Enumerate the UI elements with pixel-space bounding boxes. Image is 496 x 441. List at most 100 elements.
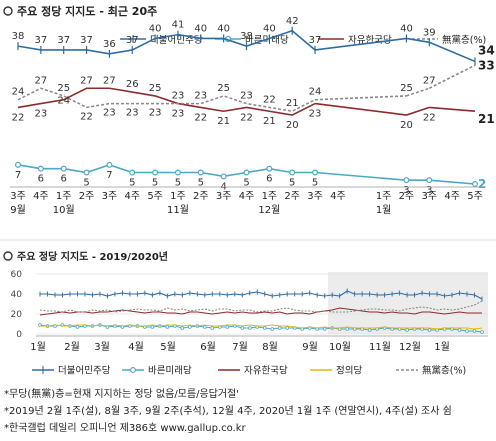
data-point: [403, 177, 410, 184]
series-line-0: [314, 37, 407, 51]
data-point: [427, 328, 432, 332]
data-label: 27: [34, 75, 47, 86]
series-line-0: [406, 37, 430, 44]
data-point: [129, 169, 136, 176]
x-tick-label: 3주: [10, 191, 26, 202]
data-label: 6: [61, 174, 67, 185]
data-label: 5: [312, 178, 318, 189]
data-label: 33: [478, 58, 495, 72]
data-label: 23: [149, 108, 162, 119]
series-line-3: [17, 87, 316, 113]
data-point: [180, 326, 185, 330]
series2-line-3: [40, 324, 483, 330]
legend-label: 無黨층(%): [422, 365, 466, 377]
x-tick-label: 12월: [399, 341, 421, 353]
data-label: 23: [194, 91, 207, 102]
data-label: 37: [80, 35, 93, 46]
legend-label: 無黨층(%): [442, 34, 486, 46]
data-point: [174, 169, 181, 176]
x-tick-label: 4주: [330, 191, 346, 202]
legend-label: 더불어민주당: [150, 35, 203, 46]
series-line-1: [17, 164, 316, 178]
title-bullet-icon: [3, 251, 13, 261]
x-tick-label: 3주: [422, 191, 438, 202]
data-label: 3: [403, 185, 409, 196]
data-label: 20: [286, 120, 299, 131]
x-tick-label: 6월: [200, 341, 216, 353]
data-label: 23: [309, 109, 322, 120]
data-point: [83, 169, 90, 176]
data-label: 24: [12, 87, 25, 98]
data-label: 23: [34, 109, 47, 120]
x-tick-label: 5주: [147, 191, 163, 202]
data-label: 25: [217, 83, 230, 94]
data-label: 37: [309, 35, 322, 46]
series-line-2: [314, 102, 407, 116]
x-tick-label: 7월: [232, 341, 248, 353]
x-tick-label: 2주: [79, 191, 95, 202]
data-point: [75, 325, 80, 329]
data-label: 21: [286, 98, 299, 109]
x-tick-label: 4월: [128, 341, 144, 353]
data-label: 5: [152, 178, 158, 189]
data-label: 2: [478, 177, 486, 191]
x-month-label: 10월: [53, 204, 75, 216]
data-label: 5: [289, 178, 295, 189]
chart1-title: 주요 정당 지지도 - 최근 20주: [17, 4, 157, 18]
x-tick-label: 1주: [56, 191, 72, 202]
data-label: 34: [478, 43, 495, 57]
data-label: 6: [38, 174, 44, 185]
x-tick-label: 3주: [216, 191, 232, 202]
data-label: 5: [198, 178, 204, 189]
legend-label: 정의당: [336, 366, 362, 377]
data-label: 38: [240, 31, 253, 42]
legend-label: 자유한국당: [348, 35, 392, 46]
data-label: 20: [400, 120, 413, 131]
data-point: [150, 325, 155, 329]
data-label: 23: [126, 108, 139, 119]
y-tick-label: 40: [11, 290, 23, 300]
data-point: [472, 181, 479, 188]
data-label: 5: [129, 178, 135, 189]
y-tick-label: 60: [11, 270, 23, 280]
x-tick-label: 11월: [369, 341, 391, 353]
data-label: 7: [15, 170, 21, 181]
data-label: 23: [172, 109, 185, 120]
data-label: 40: [263, 23, 276, 34]
series2-line-4: [39, 300, 483, 313]
y-tick-label: 20: [11, 310, 23, 320]
data-point: [312, 169, 319, 176]
data-point: [289, 169, 296, 176]
data-label: 5: [243, 178, 249, 189]
data-point: [225, 325, 230, 329]
x-tick-label: 5주: [467, 191, 483, 202]
x-tick-label: 2주: [399, 191, 415, 202]
data-label: 21: [263, 116, 276, 127]
x-tick-label: 2주: [193, 191, 209, 202]
data-point: [285, 326, 290, 330]
data-label: 26: [126, 79, 139, 90]
series-line-0: [428, 41, 476, 63]
data-label: 5: [83, 178, 89, 189]
data-label: 27: [103, 75, 116, 86]
series-line-0: [17, 29, 316, 55]
x-month-label: 1월: [376, 204, 392, 216]
data-point: [367, 328, 372, 332]
data-label: 40: [400, 23, 413, 34]
data-label: 7: [106, 170, 112, 181]
chart2-title: 주요 정당 지지도 - 2019/2020년: [17, 250, 168, 263]
series-line-2: [429, 106, 476, 113]
x-month-label: 9월: [10, 204, 26, 216]
x-tick-label: 4주: [124, 191, 140, 202]
series-line-1: [314, 171, 407, 181]
data-label: 23: [172, 91, 185, 102]
x-tick-label: 1주: [170, 191, 186, 202]
data-point: [37, 165, 44, 172]
footnote-1: *무당(無黨)층=현재 지지하는 정당 없음/모름/응답거절': [4, 389, 240, 400]
x-tick-label: 1월: [434, 341, 450, 353]
x-tick-label: 4주: [33, 191, 49, 202]
data-label: 22: [240, 112, 253, 123]
data-label: 25: [149, 83, 162, 94]
